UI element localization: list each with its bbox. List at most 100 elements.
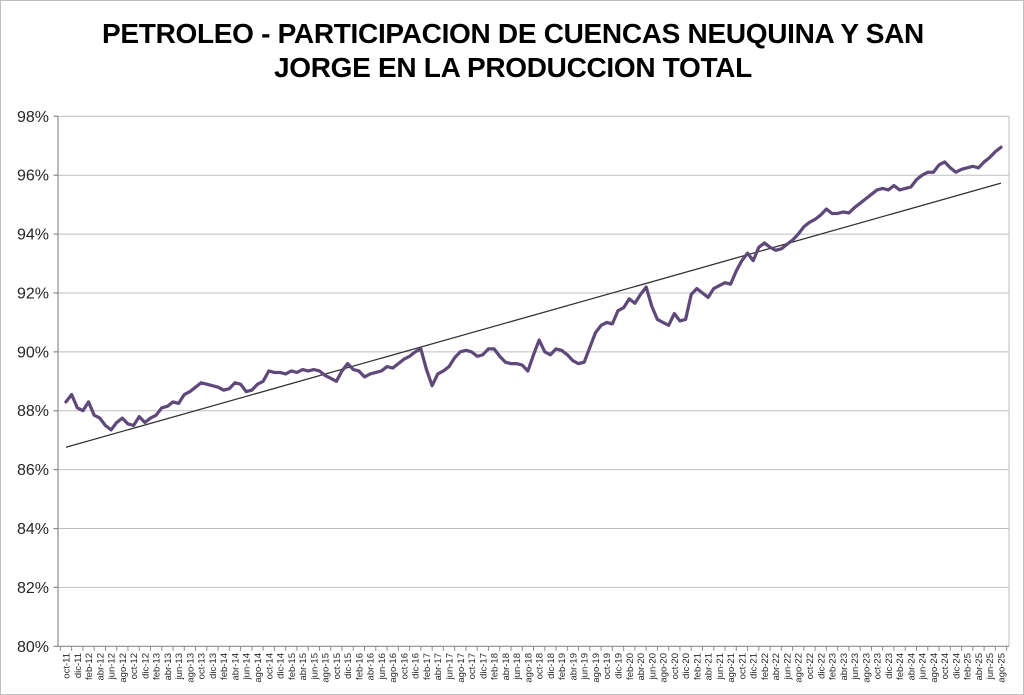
x-axis-label: feb-24	[895, 653, 906, 680]
x-axis-label: oct-22	[805, 653, 816, 679]
x-axis-label: oct-15	[332, 653, 343, 679]
x-axis-label: jun-16	[377, 653, 388, 680]
x-axis-label: dic-17	[478, 653, 489, 679]
x-axis-label: ago-20	[659, 653, 670, 683]
x-axis-label: jun-21	[715, 653, 726, 680]
x-axis-label: oct-23	[873, 653, 884, 679]
x-axis-label: oct-20	[670, 653, 681, 679]
x-axis-label: abr-14	[230, 653, 241, 680]
x-axis-label: feb-22	[760, 653, 771, 680]
x-axis-label: ago-14	[253, 653, 264, 683]
x-axis-label: feb-17	[422, 653, 433, 680]
x-axis-label: jun-15	[309, 653, 320, 680]
x-axis-label: dic-22	[816, 653, 827, 679]
x-axis-label: jun-23	[850, 653, 861, 680]
x-axis-label: oct-14	[264, 653, 275, 679]
y-axis-label: 96%	[17, 168, 49, 185]
y-axis-label: 82%	[17, 580, 49, 597]
x-axis-label: feb-16	[354, 653, 365, 680]
x-axis-label: feb-14	[219, 653, 230, 680]
x-axis-label: feb-25	[963, 653, 974, 680]
y-axis-label: 80%	[17, 639, 49, 656]
x-axis-label: dic-16	[411, 653, 422, 679]
x-axis-label: oct-19	[602, 653, 613, 679]
x-axis-label: jun-20	[647, 653, 658, 680]
chart-title-line2: JORGE EN LA PRODUCCION TOTAL	[274, 52, 752, 83]
x-axis-label: feb-21	[692, 653, 703, 680]
x-axis-label: abr-15	[298, 653, 309, 680]
x-axis-label: jun-14	[242, 653, 253, 680]
y-axis-label: 90%	[17, 344, 49, 361]
x-axis-label: dic-11	[73, 653, 84, 678]
x-axis-label: abr-19	[568, 653, 579, 680]
x-axis-label: oct-12	[129, 653, 140, 679]
x-axis-label: abr-22	[771, 653, 782, 680]
x-axis-label: abr-25	[974, 653, 985, 680]
x-axis-label: jun-22	[782, 653, 793, 680]
x-axis-label: feb-13	[152, 653, 163, 680]
y-axis-label: 86%	[17, 462, 49, 479]
x-axis-label: dic-24	[951, 653, 962, 679]
x-axis-label: ago-18	[523, 653, 534, 683]
x-axis-label: ago-24	[929, 653, 940, 683]
x-axis-label: oct-17	[467, 653, 478, 679]
x-axis-label: dic-23	[884, 653, 895, 679]
x-axis-label: oct-18	[535, 653, 546, 679]
x-axis-label: dic-12	[140, 653, 151, 679]
x-axis-label: ago-15	[321, 653, 332, 683]
chart-title-line1: PETROLEO - PARTICIPACION DE CUENCAS NEUQ…	[102, 18, 924, 49]
x-axis-label: abr-16	[366, 653, 377, 680]
x-axis-label: oct-24	[940, 653, 951, 679]
x-axis-label: dic-15	[343, 653, 354, 679]
x-axis-label: ago-17	[456, 653, 467, 683]
x-axis-label: feb-19	[557, 653, 568, 680]
x-axis-label: dic-21	[749, 653, 760, 679]
y-axis-label: 84%	[17, 521, 49, 538]
x-axis-label: jun-12	[107, 653, 118, 680]
x-axis-label: jun-17	[445, 653, 456, 680]
x-axis-label: abr-23	[839, 653, 850, 680]
x-axis-label: dic-20	[681, 653, 692, 679]
chart-title: PETROLEO - PARTICIPACION DE CUENCAS NEUQ…	[1, 17, 1023, 85]
x-axis-label: ago-19	[591, 653, 602, 683]
x-axis-label: jun-19	[580, 653, 591, 680]
x-axis-label: jun-18	[512, 653, 523, 680]
x-axis-label: jun-25	[985, 653, 996, 680]
trendline	[65, 182, 1002, 448]
x-axis-label: oct-11	[62, 653, 73, 679]
x-axis-label: dic-13	[208, 653, 219, 679]
x-axis-label: dic-19	[613, 653, 624, 679]
x-axis-label: ago-12	[118, 653, 129, 683]
x-axis-label: jun-24	[918, 653, 929, 680]
x-axis-label: oct-16	[399, 653, 410, 679]
x-axis-label: abr-24	[906, 653, 917, 680]
x-axis-label: oct-21	[737, 653, 748, 679]
x-axis-label: ago-16	[388, 653, 399, 683]
y-axis-label: 88%	[17, 403, 49, 420]
x-axis-label: abr-20	[636, 653, 647, 680]
x-axis-label: ago-13	[185, 653, 196, 683]
y-axis-label: 94%	[17, 227, 49, 244]
x-axis-label: oct-13	[197, 653, 208, 679]
x-axis-label: abr-18	[501, 653, 512, 680]
x-axis-label: feb-18	[490, 653, 501, 680]
x-axis-label: dic-18	[546, 653, 557, 679]
series-line	[64, 145, 1003, 432]
x-axis-label: ago-21	[726, 653, 737, 683]
x-axis-label: feb-15	[287, 653, 298, 680]
x-axis-label: abr-13	[163, 653, 174, 680]
x-axis-label: jun-13	[174, 653, 185, 680]
x-axis-label: ago-23	[861, 653, 872, 683]
y-axis-label: 92%	[17, 285, 49, 302]
x-axis-label: feb-12	[84, 653, 95, 680]
x-axis-label: abr-12	[95, 653, 106, 680]
x-axis-label: dic-14	[276, 653, 287, 679]
x-axis-label: feb-23	[828, 653, 839, 680]
y-axis-label: 98%	[17, 109, 49, 126]
x-axis-label: ago-25	[997, 653, 1008, 683]
x-axis-label: abr-17	[433, 653, 444, 680]
x-axis-label: abr-21	[704, 653, 715, 680]
x-axis-label: feb-20	[625, 653, 636, 680]
